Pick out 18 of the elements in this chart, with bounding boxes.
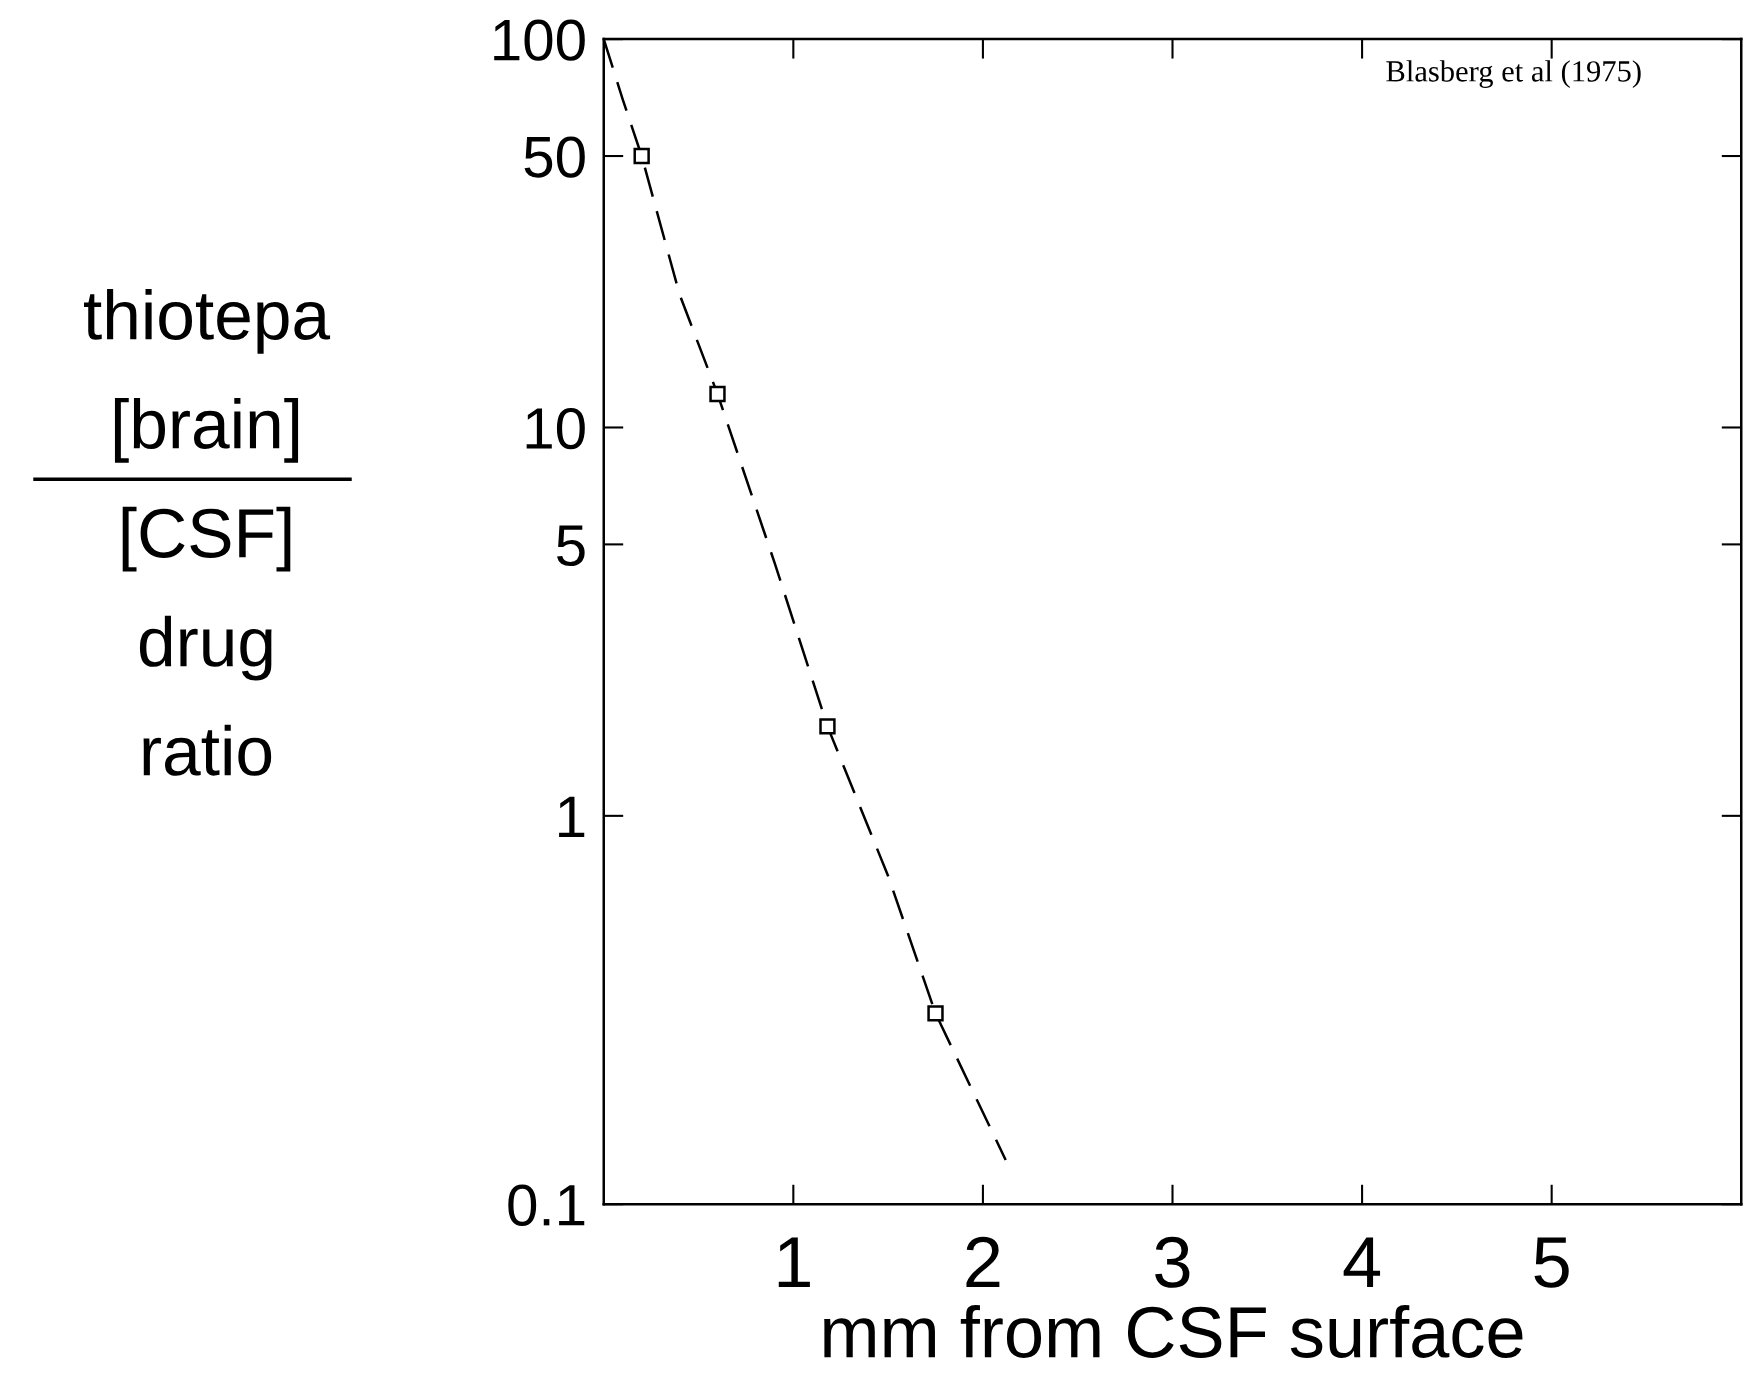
- y-tick-label: 1: [559, 796, 585, 837]
- text: ratio: [143, 724, 272, 776]
- y-tick-label: 5: [556, 525, 585, 567]
- text: [brain]: [114, 397, 299, 463]
- y-tick-label: 10: [526, 407, 585, 450]
- text: drug: [139, 615, 272, 681]
- x-tick-label: 4: [1343, 1237, 1381, 1288]
- annotation: Blasberg et al (1975): [1386, 60, 1641, 88]
- y-tick-label: 100: [494, 19, 585, 61]
- x-axis-title: mm from CSF surface: [824, 1304, 1523, 1358]
- x-tick-label: 3: [1155, 1236, 1190, 1288]
- x-tick-label: 5: [1534, 1237, 1569, 1288]
- text: [CSF]: [122, 506, 291, 572]
- x-tick-label: 1: [778, 1237, 810, 1288]
- x-tick-label: 2: [966, 1236, 1000, 1288]
- y-tick-label: 50: [524, 136, 585, 178]
- y-tick-label: 0.1: [508, 1184, 585, 1226]
- text: thiotepa: [84, 288, 331, 354]
